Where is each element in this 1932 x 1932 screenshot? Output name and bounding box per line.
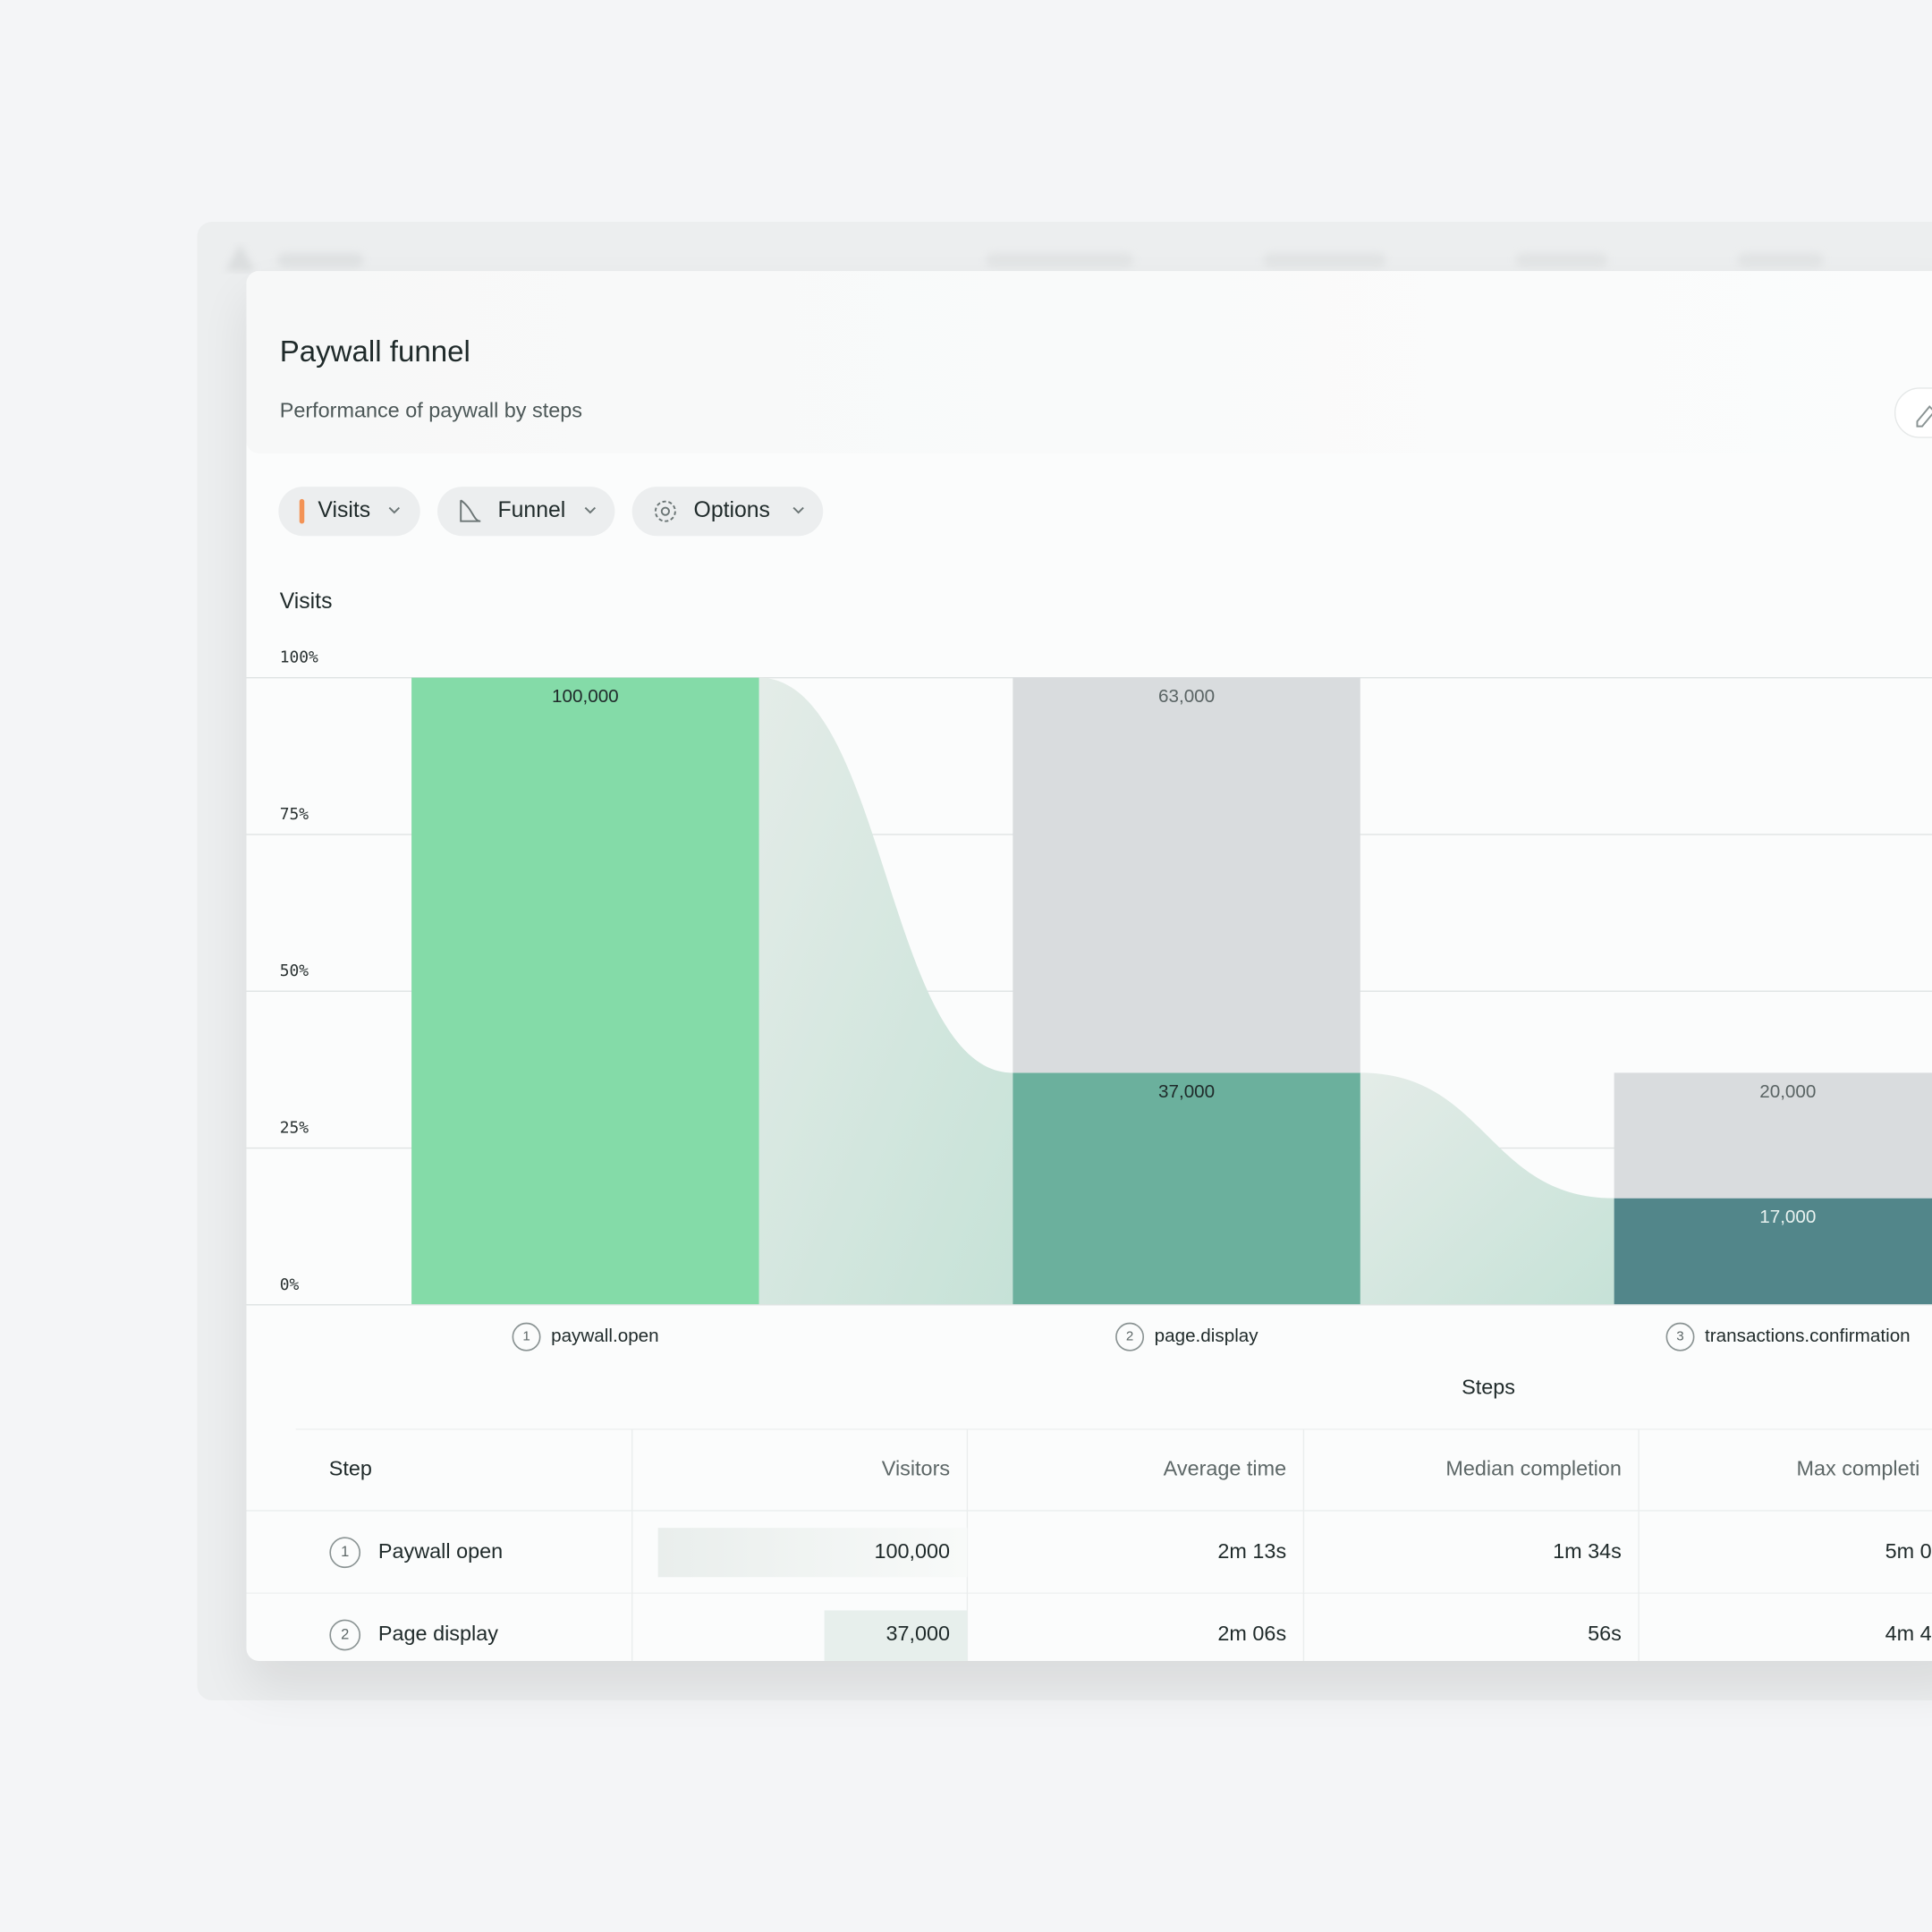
edit-icon [1916, 405, 1932, 428]
chevron [388, 506, 401, 514]
y-tick-label: 25% [280, 1118, 309, 1137]
dropoff-bar [1614, 1072, 1932, 1199]
pill[interactable] [631, 487, 824, 537]
y-axis-label: Visits [280, 589, 333, 614]
step-number: 2 [1126, 1329, 1133, 1344]
converted-bar [411, 677, 759, 1305]
x-axis-label: Steps [1462, 1376, 1515, 1399]
column-header: Average time [1164, 1457, 1286, 1480]
flow-area [758, 677, 1013, 1305]
chart: 0% 25% 50% 75% 100% 100,000 paywall.open 1 63,00… [246, 648, 1932, 1352]
value-label: 37,000 [1158, 1081, 1215, 1102]
x-tick-label: page.display [1155, 1326, 1259, 1346]
cell: Paywall open [378, 1539, 503, 1563]
step-badge [512, 1322, 541, 1352]
visitors-cell-bar [824, 1610, 968, 1661]
cell: 1m 34s [1553, 1539, 1622, 1563]
flow-area [1360, 1072, 1614, 1305]
pill-label: Visits [318, 498, 370, 522]
cell: 5m 0 [1885, 1539, 1932, 1563]
card-header [246, 271, 1932, 453]
funnel-icon [460, 499, 481, 522]
converted-bar [1013, 1072, 1360, 1305]
value-label: 63,000 [1158, 686, 1215, 707]
chevron [792, 506, 804, 514]
value-label: 100,000 [552, 686, 619, 707]
cell: 100,000 [874, 1539, 950, 1563]
cell: 56s [1588, 1622, 1622, 1645]
subtitle: Performance of paywall by steps [280, 398, 582, 421]
options-pill[interactable]: Options [631, 487, 824, 537]
step-number: 3 [1676, 1329, 1683, 1344]
column-header: Step [329, 1457, 372, 1480]
y-tick-label: 50% [280, 962, 309, 980]
gear-icon-center [660, 506, 670, 516]
step-badge [329, 1537, 361, 1569]
chevron [584, 506, 597, 514]
cell: 2m 13s [1217, 1539, 1286, 1563]
visitors-cell-bar [657, 1528, 968, 1578]
cell: Page display [378, 1622, 498, 1645]
step-badge [1115, 1322, 1145, 1352]
table: Step Visitors Average time Median completio… [246, 1428, 1932, 1661]
pill[interactable] [437, 487, 615, 537]
funnel-pill[interactable]: Funnel [437, 487, 615, 537]
visits-pill[interactable]: Visits [278, 487, 420, 537]
cell: 37,000 [886, 1622, 950, 1645]
step-badge [329, 1619, 361, 1651]
y-tick-label: 100% [280, 648, 318, 667]
y-tick-label: 0% [280, 1275, 300, 1294]
pill[interactable] [278, 487, 420, 537]
column-header: Max completi [1796, 1457, 1919, 1480]
x-tick-label: transactions.confirmation [1705, 1326, 1911, 1346]
step-badge [1665, 1322, 1695, 1352]
color-swatch [299, 498, 305, 524]
gear-icon [654, 500, 676, 522]
value-label: 20,000 [1759, 1081, 1816, 1102]
step-number: 1 [522, 1329, 530, 1344]
column-header: Median completion [1445, 1457, 1621, 1480]
dropoff-bar [1013, 677, 1360, 1073]
blurred-topbar [225, 243, 1824, 272]
pill-label: Options [694, 498, 770, 522]
x-tick-label: paywall.open [551, 1326, 659, 1346]
pill-label: Funnel [498, 498, 566, 522]
title: Paywall funnel [280, 335, 470, 369]
cell: 2m 06s [1217, 1622, 1286, 1645]
value-label: 17,000 [1759, 1207, 1816, 1227]
y-tick-label: 75% [280, 805, 309, 824]
column-header: Visitors [882, 1457, 950, 1480]
step-number: 1 [341, 1543, 349, 1560]
cell: 4m 4 [1885, 1622, 1932, 1645]
converted-bar [1614, 1198, 1932, 1305]
step-number: 2 [341, 1625, 349, 1642]
